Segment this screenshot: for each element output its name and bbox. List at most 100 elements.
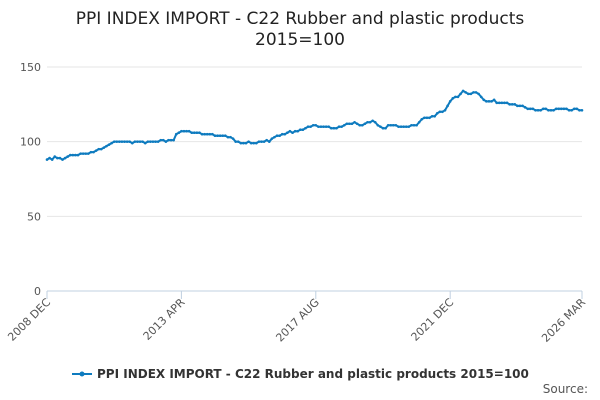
point: [523, 106, 527, 109]
point: [386, 123, 390, 127]
point: [187, 129, 191, 133]
point: [500, 101, 504, 105]
point: [423, 116, 426, 120]
point: [293, 129, 297, 133]
point: [557, 107, 561, 111]
point: [428, 116, 431, 120]
point: [399, 125, 403, 129]
point: [479, 95, 483, 99]
point: [456, 95, 460, 99]
legend-label: PPI INDEX IMPORT - C22 Rubber and plasti…: [97, 367, 529, 381]
point: [61, 158, 64, 161]
point: [510, 103, 514, 106]
y-tick-label: 50: [27, 210, 41, 223]
point: [205, 132, 209, 136]
point: [125, 140, 129, 143]
point: [322, 125, 325, 129]
point: [492, 98, 496, 102]
point: [513, 103, 517, 106]
point: [505, 101, 509, 105]
point: [435, 111, 439, 115]
point: [48, 156, 51, 160]
point: [270, 137, 274, 140]
point: [430, 114, 434, 118]
chart-title: PPI INDEX IMPORT - C22 Rubber and plasti…: [76, 9, 525, 29]
point: [404, 125, 408, 129]
point: [105, 144, 108, 148]
point: [213, 134, 217, 137]
point: [554, 107, 558, 111]
point: [438, 110, 442, 114]
point: [226, 135, 230, 139]
point: [454, 95, 457, 99]
point: [141, 140, 144, 143]
point: [221, 134, 225, 137]
point: [417, 120, 421, 124]
point: [355, 122, 359, 126]
point: [451, 97, 455, 100]
point: [381, 126, 385, 130]
point: [487, 100, 491, 103]
point: [146, 140, 150, 143]
point: [319, 125, 323, 129]
x-tick-label: 2013 APR: [141, 296, 188, 343]
point: [441, 110, 444, 114]
point: [363, 122, 367, 126]
point: [361, 123, 364, 127]
point: [87, 152, 90, 155]
point: [567, 109, 571, 112]
point: [412, 123, 416, 127]
point: [291, 131, 294, 135]
point: [63, 156, 67, 160]
point: [461, 89, 465, 93]
point: [94, 149, 98, 152]
point: [182, 129, 186, 133]
point: [218, 134, 222, 137]
point: [425, 116, 429, 120]
point: [58, 156, 62, 160]
point: [394, 123, 398, 127]
point: [99, 147, 103, 151]
point: [324, 125, 328, 129]
point: [185, 129, 188, 133]
point: [260, 140, 263, 143]
point: [138, 140, 142, 143]
point: [97, 147, 100, 151]
point: [534, 109, 537, 112]
point: [415, 123, 418, 127]
point: [249, 141, 253, 145]
point: [314, 123, 318, 127]
point: [304, 126, 307, 130]
point: [262, 140, 266, 143]
point: [236, 140, 240, 143]
point: [474, 91, 478, 94]
point: [516, 104, 519, 108]
point: [164, 140, 168, 143]
point: [56, 156, 59, 160]
point: [239, 141, 243, 145]
point: [397, 125, 400, 129]
point: [368, 120, 372, 124]
point: [151, 140, 155, 143]
point: [366, 120, 369, 124]
point: [562, 107, 566, 111]
point: [384, 126, 387, 130]
point: [337, 125, 341, 129]
point: [112, 140, 116, 143]
point: [350, 122, 354, 126]
point: [102, 146, 106, 149]
point: [50, 158, 54, 161]
x-tick-label: 2008 DEC: [5, 296, 53, 344]
point: [53, 155, 57, 158]
point: [521, 104, 524, 108]
point: [195, 131, 199, 135]
point: [410, 123, 413, 127]
point: [531, 107, 535, 111]
point: [283, 132, 287, 136]
point: [118, 140, 121, 143]
point: [358, 123, 362, 127]
point: [459, 92, 462, 96]
point: [469, 92, 473, 96]
point: [288, 129, 292, 133]
